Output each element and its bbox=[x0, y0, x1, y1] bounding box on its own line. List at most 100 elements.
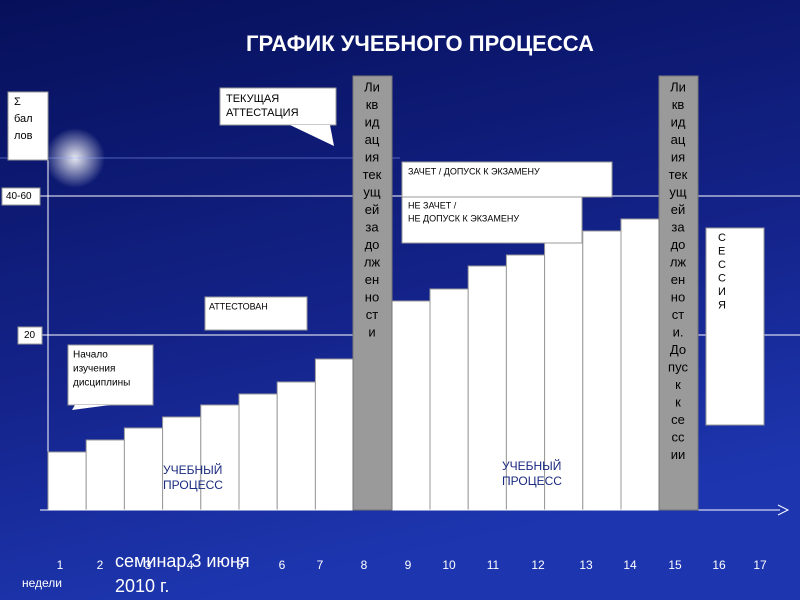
week-label: 9 bbox=[405, 558, 412, 572]
session-text: Е bbox=[718, 245, 725, 257]
callout-tail bbox=[72, 405, 110, 410]
bar bbox=[505, 254, 546, 511]
callout-text: дисциплины bbox=[73, 378, 130, 389]
liquidation-text: лж bbox=[670, 254, 687, 269]
liquidation-text: до bbox=[365, 237, 380, 252]
week-label: 16 bbox=[712, 558, 726, 572]
week-label: 7 bbox=[317, 558, 324, 572]
liquidation-text: тек bbox=[669, 167, 688, 182]
callout-text: изучения bbox=[73, 364, 115, 375]
process-label: УЧЕБНЫЙ bbox=[502, 458, 561, 473]
bar bbox=[47, 451, 87, 511]
liquidation-text: ид bbox=[671, 114, 686, 129]
bar bbox=[238, 393, 278, 511]
liquidation-text: ия bbox=[671, 149, 685, 164]
bar bbox=[123, 427, 164, 511]
axis-arrow bbox=[777, 504, 790, 516]
liquidation-text: ст bbox=[672, 307, 685, 322]
liquidation-text: и. bbox=[673, 324, 684, 339]
week-label: 1 bbox=[57, 558, 64, 572]
liquidation-column bbox=[352, 75, 393, 511]
footer-text: 2010 г. bbox=[115, 576, 169, 596]
liquidation-text: но bbox=[365, 289, 379, 304]
process-label: УЧЕБНЫЙ bbox=[163, 462, 222, 477]
sum-box bbox=[7, 91, 49, 161]
liquidation-text: ац bbox=[365, 132, 380, 147]
liquidation-text: ей bbox=[671, 202, 686, 217]
callout-text: АТТЕСТАЦИЯ bbox=[226, 107, 299, 119]
sum-label: лов bbox=[14, 130, 33, 142]
week-label: 10 bbox=[442, 558, 456, 572]
bar bbox=[162, 416, 202, 511]
level-box bbox=[17, 326, 43, 345]
liquidation-text: и bbox=[368, 324, 375, 339]
bar bbox=[620, 218, 660, 511]
bar bbox=[391, 300, 431, 511]
session-box bbox=[705, 227, 765, 426]
sum-label: Σ bbox=[14, 96, 21, 108]
liquidation-column bbox=[658, 75, 699, 511]
liquidation-text: ии bbox=[671, 447, 686, 462]
bar bbox=[276, 381, 316, 511]
liquidation-text: До bbox=[670, 342, 686, 357]
week-label: 11 bbox=[487, 558, 500, 572]
week-label: 14 bbox=[623, 558, 637, 572]
week-label: 4 bbox=[187, 558, 194, 572]
week-label: 15 bbox=[668, 558, 682, 572]
liquidation-text: ен bbox=[671, 272, 685, 287]
bar bbox=[85, 439, 125, 511]
liquidation-text: ст bbox=[366, 307, 379, 322]
callout-text: НЕ ДОПУСК К ЭКЗАМЕНУ bbox=[408, 213, 519, 223]
week-label: 8 bbox=[361, 558, 368, 572]
liquidation-text: ид bbox=[365, 114, 380, 129]
week-label: 5 bbox=[237, 558, 244, 572]
bar bbox=[429, 288, 469, 511]
liquidation-text: за bbox=[365, 219, 379, 234]
callout-text: НЕ ЗАЧЕТ / bbox=[408, 200, 457, 210]
liquidation-text: к bbox=[675, 394, 681, 409]
liquidation-text: се bbox=[671, 412, 685, 427]
process-label: ПРОЦЕСС bbox=[163, 478, 223, 492]
footer-text: семинар 3 июня bbox=[115, 551, 250, 571]
liquidation-text: к bbox=[675, 377, 681, 392]
callout-text: АТТЕСТОВАН bbox=[209, 301, 268, 311]
liquidation-text: но bbox=[671, 289, 685, 304]
session-text: Я bbox=[718, 299, 726, 311]
liquidation-text: тек bbox=[363, 167, 382, 182]
callout-text: Начало bbox=[73, 350, 108, 361]
liquidation-text: кв bbox=[672, 97, 685, 112]
week-label: 13 bbox=[579, 558, 593, 572]
session-text: С bbox=[718, 259, 726, 271]
liquidation-text: кв bbox=[366, 97, 379, 112]
liquidation-text: ущ bbox=[363, 184, 381, 199]
weeks-label: недели bbox=[22, 576, 62, 590]
liquidation-text: до bbox=[671, 237, 686, 252]
liquidation-text: ац bbox=[671, 132, 686, 147]
liquidation-text: Ли bbox=[364, 79, 380, 94]
title: ГРАФИК УЧЕБНОГО ПРОЦЕССА bbox=[246, 31, 594, 56]
callout bbox=[204, 296, 308, 331]
bar bbox=[467, 265, 507, 511]
liquidation-text: ей bbox=[365, 202, 380, 217]
level-label: 40-60 bbox=[6, 191, 32, 202]
liquidation-text: пус bbox=[668, 359, 688, 374]
week-label: 3 bbox=[145, 558, 152, 572]
bar bbox=[314, 358, 355, 511]
session-text: С bbox=[718, 272, 726, 284]
bar bbox=[582, 230, 622, 511]
liquidation-text: лж bbox=[364, 254, 381, 269]
liquidation-text: ия bbox=[365, 149, 379, 164]
callout bbox=[401, 196, 583, 244]
week-label: 12 bbox=[531, 558, 545, 572]
sum-label: бал bbox=[14, 113, 33, 125]
liquidation-text: сс bbox=[672, 429, 686, 444]
callout-tail bbox=[290, 125, 334, 146]
level-label: 20 bbox=[24, 330, 36, 341]
callout bbox=[67, 344, 154, 406]
liquidation-text: Ли bbox=[670, 79, 686, 94]
session-text: С bbox=[718, 232, 726, 244]
callout bbox=[219, 87, 337, 126]
session-text: И bbox=[718, 286, 726, 298]
